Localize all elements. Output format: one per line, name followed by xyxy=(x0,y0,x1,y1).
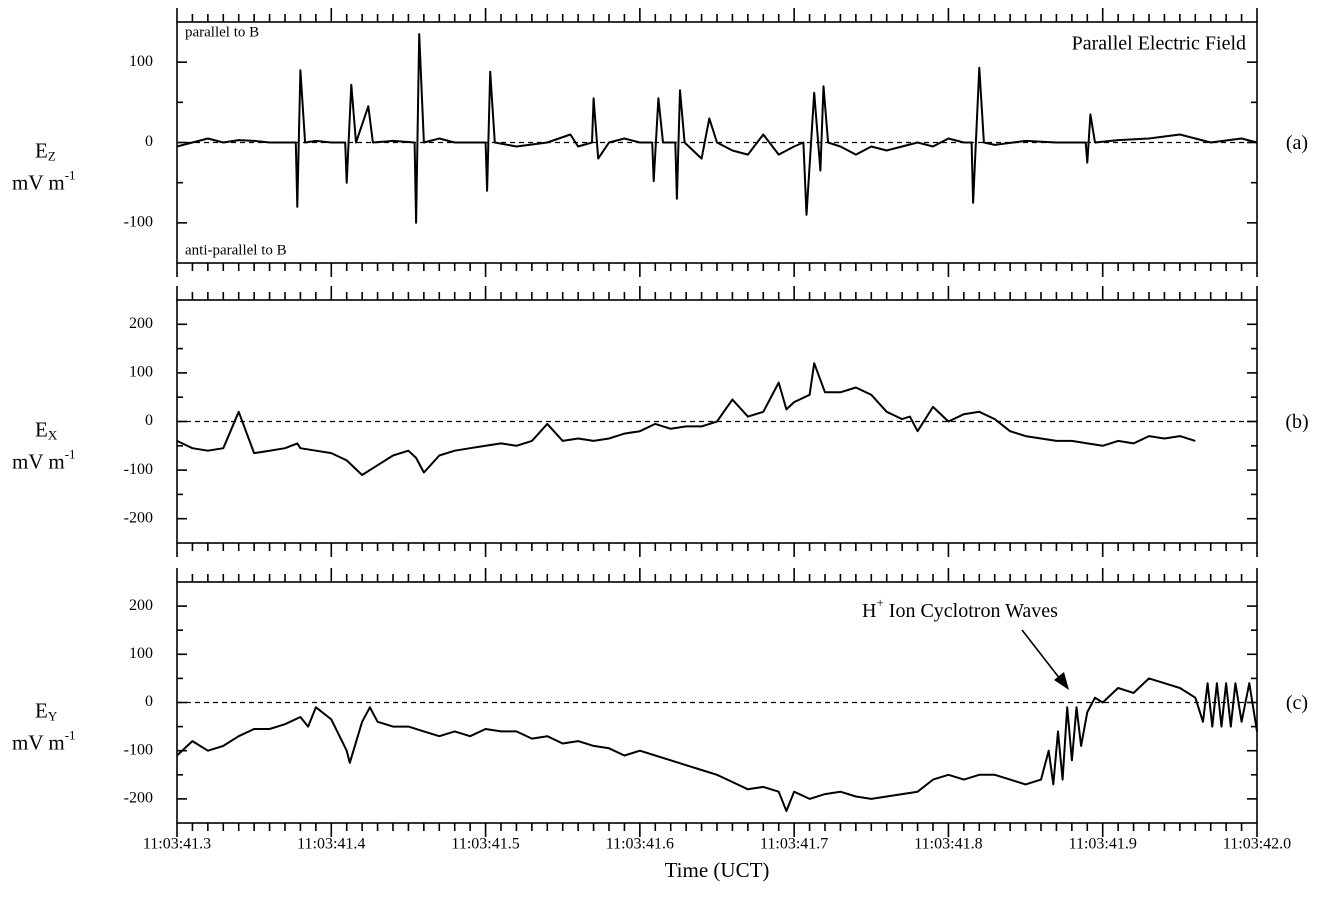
y-tick-label: -100 xyxy=(124,461,153,478)
y-tick-label: 0 xyxy=(145,133,153,150)
y-tick-label: 100 xyxy=(129,53,153,70)
y-axis-unit-superscript: -1 xyxy=(65,167,76,182)
y-axis-label-symbol: E xyxy=(35,138,48,162)
annotation-text: Ion Cyclotron Waves xyxy=(884,600,1058,622)
annotation-superscript: + xyxy=(876,595,883,610)
y-tick-label: -100 xyxy=(124,214,153,231)
panel-label: (b) xyxy=(1285,411,1308,433)
y-axis-label-symbol: E xyxy=(35,698,48,722)
data-line xyxy=(176,362,1196,476)
data-line xyxy=(176,677,1258,812)
annotation-text: H xyxy=(862,600,876,622)
annotation-arrowhead xyxy=(1054,672,1069,690)
y-axis-label: EX xyxy=(35,417,58,442)
y-tick-label: -200 xyxy=(124,790,153,807)
annotation: anti-parallel to B xyxy=(185,242,287,258)
y-axis-unit: mV m-1 xyxy=(12,727,76,754)
annotation-arrow xyxy=(1021,629,1065,685)
y-axis-label: EZ xyxy=(35,138,56,163)
y-tick-label: 100 xyxy=(129,364,153,381)
y-tick-label: -100 xyxy=(124,741,153,758)
annotation: parallel to B xyxy=(185,24,259,40)
y-axis-label-subscript: X xyxy=(48,427,58,442)
x-tick-label: 11:03:41.9 xyxy=(1069,836,1137,853)
annotation: H+ Ion Cyclotron Waves xyxy=(862,595,1058,622)
panel-label: (a) xyxy=(1286,132,1308,154)
y-tick-label: 200 xyxy=(129,315,153,332)
y-axis-label-symbol: E xyxy=(35,417,48,441)
x-tick-label: 11:03:41.6 xyxy=(606,836,674,853)
y-axis-unit: mV m-1 xyxy=(12,167,76,194)
x-tick-label: 11:03:41.5 xyxy=(451,836,519,853)
x-tick-label: 11:03:41.4 xyxy=(297,836,365,853)
y-axis-unit-text: mV m xyxy=(12,449,65,473)
x-tick-label: 11:03:41.8 xyxy=(914,836,982,853)
y-axis-unit-text: mV m xyxy=(12,170,65,194)
panel-label: (c) xyxy=(1286,692,1308,714)
x-tick-label: 11:03:42.0 xyxy=(1223,836,1291,853)
y-axis-label-subscript: Z xyxy=(48,148,56,163)
x-tick-label: 11:03:41.3 xyxy=(143,836,211,853)
y-axis-unit-superscript: -1 xyxy=(65,727,76,742)
y-tick-label: 100 xyxy=(129,645,153,662)
y-tick-label: 0 xyxy=(145,412,153,429)
data-line xyxy=(176,33,1258,224)
y-tick-label: -200 xyxy=(124,509,153,526)
y-axis-unit-superscript: -1 xyxy=(65,446,76,461)
y-tick-label: 0 xyxy=(145,693,153,710)
y-tick-label: 200 xyxy=(129,597,153,614)
y-axis-label: EY xyxy=(35,698,58,723)
chart-title: Parallel Electric Field xyxy=(1072,33,1246,55)
y-axis-unit: mV m-1 xyxy=(12,446,76,473)
x-tick-label: 11:03:41.7 xyxy=(760,836,828,853)
x-axis-label: Time (UCT) xyxy=(665,858,770,882)
y-axis-label-subscript: Y xyxy=(48,708,58,723)
y-axis-unit-text: mV m xyxy=(12,730,65,754)
